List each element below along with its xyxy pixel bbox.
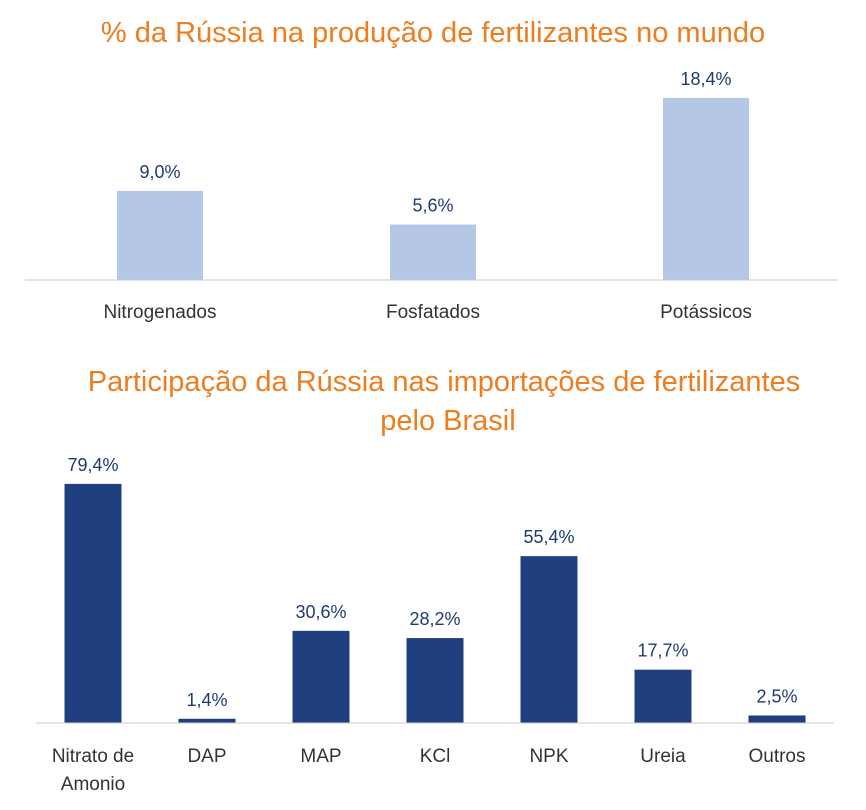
chart2-bar: [520, 556, 578, 723]
chart2-value-label: 28,2%: [409, 609, 460, 629]
chart2-bar: [748, 715, 806, 723]
chart2-tick-label: Ureia: [640, 746, 686, 767]
chart2-title-line-2: pelo Brasil: [380, 405, 515, 437]
chart2-value-label: 1,4%: [186, 690, 227, 710]
chart1-value-label: 9,0%: [139, 162, 180, 182]
chart2-value-label: 30,6%: [295, 602, 346, 622]
chart2-bar: [406, 638, 464, 723]
chart2-title: Participação da Rússia nas importações d…: [88, 366, 809, 437]
chart1-value-labels: 9,0% 5,6% 18,4%: [139, 69, 731, 216]
chart2-tick-label: Outros: [748, 746, 805, 767]
chart2-value-label: 55,4%: [523, 527, 574, 547]
chart2-value-label: 79,4%: [67, 455, 118, 475]
chart1-x-tick-labels: Nitrogenados Fosfatados Potássicos: [103, 302, 751, 323]
chart1-bar: [663, 97, 749, 280]
chart1-bar: [117, 190, 203, 280]
chart1-value-label: 18,4%: [680, 69, 731, 89]
chart2-value-label: 2,5%: [756, 686, 797, 706]
chart1-title: % da Rússia na produção de fertilizantes…: [101, 17, 765, 49]
chart2-tick-label: KCl: [420, 746, 451, 767]
chart1-tick-label: Nitrogenados: [103, 302, 216, 323]
chart2-bar: [292, 630, 350, 723]
chart2-bar: [178, 718, 236, 723]
chart2-x-tick-labels: Nitrato de Amonio DAP MAP KCl NPK Ureia Outros: [52, 746, 806, 795]
chart1-value-label: 5,6%: [412, 196, 453, 216]
chart2-value-labels: 79,4% 1,4% 30,6% 28,2% 55,4% 17,7% 2,5%: [67, 455, 797, 710]
chart2-bar: [634, 669, 692, 723]
chart2-tick-label: DAP: [187, 746, 226, 767]
chart2-title-line-1: Participação da Rússia nas importações d…: [88, 366, 800, 398]
chart1-tick-label: Potássicos: [660, 302, 752, 323]
chart2-tick-label: NPK: [529, 746, 568, 767]
chart1-bar: [390, 224, 476, 280]
chart-world-production: % da Rússia na produção de fertilizantes…: [25, 17, 838, 323]
chart-brazil-imports: Participação da Rússia nas importações d…: [36, 366, 834, 795]
chart2-bar: [64, 483, 122, 723]
chart2-value-label: 17,7%: [637, 641, 688, 661]
chart2-tick-label: Nitrato de Amonio: [52, 746, 134, 795]
chart2-tick-label: MAP: [300, 746, 341, 767]
chart2-bars: [64, 483, 806, 723]
chart1-bars: [117, 97, 749, 280]
chart1-tick-label: Fosfatados: [386, 302, 480, 323]
